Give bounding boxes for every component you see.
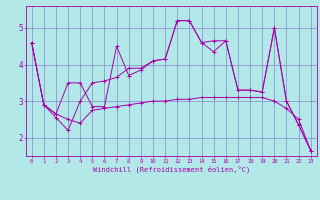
X-axis label: Windchill (Refroidissement éolien,°C): Windchill (Refroidissement éolien,°C) <box>92 165 250 173</box>
